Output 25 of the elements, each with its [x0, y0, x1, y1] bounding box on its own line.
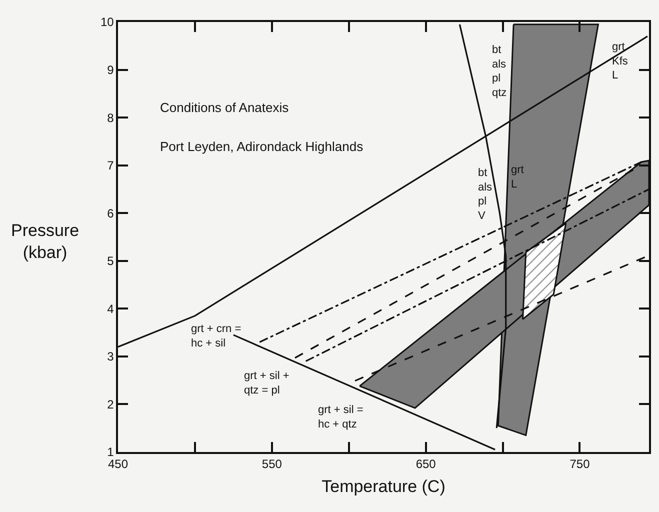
y-tick-label: 6 [107, 206, 114, 220]
annotation: grt Kfs L [612, 41, 628, 82]
y-tick-label: 10 [100, 15, 114, 30]
y-tick-label: 2 [107, 397, 114, 412]
y-tick-label: 8 [107, 110, 114, 125]
x-tick-label: 450 [108, 457, 128, 472]
annotation: grt + sil = hc + qtz [318, 404, 364, 430]
y-tick-label: 9 [107, 62, 114, 77]
x-tick-label: 650 [416, 457, 436, 472]
text: Conditions of Anatexis [160, 100, 290, 115]
y-tick-label: 5 [107, 254, 114, 268]
y-tick-label: 7 [107, 158, 114, 173]
y-axis-title: Pressure (kbar) [11, 221, 80, 262]
x-axis-title: Temperature (C) [322, 477, 446, 496]
annotation: bt als pl qtz [492, 44, 507, 99]
y-tick-label: 1 [107, 445, 114, 460]
annotation: grt L [511, 164, 524, 190]
x-tick-label: 550 [262, 457, 282, 472]
annotation: grt + sil + qtz = pl [244, 370, 290, 396]
annotation: bt als pl V [478, 167, 493, 222]
y-tick-label: 3 [107, 350, 114, 364]
annotation: grt + crn = hc + sil [191, 323, 242, 350]
x-tick-label: 750 [570, 457, 590, 472]
y-tick-label: 4 [107, 302, 114, 316]
text: Port Leyden, Adirondack Highlands [160, 139, 364, 154]
